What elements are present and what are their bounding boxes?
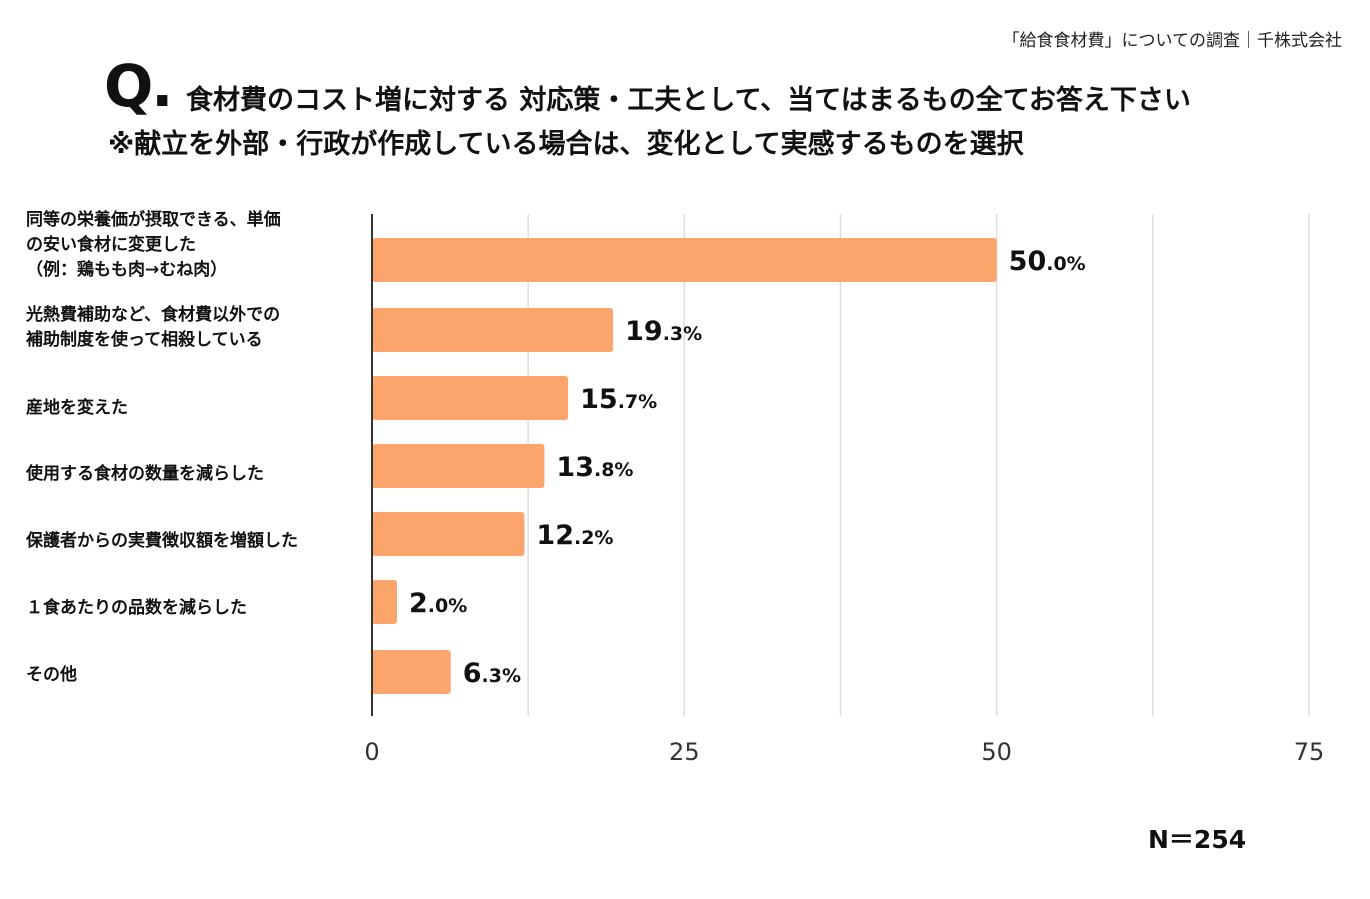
category-label: 光熱費補助など、食材費以外での 補助制度を使って相殺している bbox=[26, 305, 281, 350]
question-mark: Q. bbox=[104, 52, 173, 120]
data-label: 15.7% bbox=[580, 384, 657, 415]
bar bbox=[372, 238, 997, 282]
bar bbox=[372, 444, 545, 488]
category-label: 産地を変えた bbox=[26, 398, 128, 418]
data-label: 6.3% bbox=[463, 658, 521, 689]
bar bbox=[372, 376, 569, 420]
data-label: 50.0% bbox=[1009, 246, 1086, 277]
category-label: 同等の栄養価が摂取できる、単価 の安い食材に変更した （例：鶏もも肉→むね肉） bbox=[26, 210, 281, 280]
x-tick-label: 25 bbox=[669, 738, 700, 766]
bar bbox=[372, 308, 614, 352]
bar bbox=[372, 512, 525, 556]
data-label: 13.8% bbox=[556, 452, 633, 483]
data-label: 2.0% bbox=[409, 588, 467, 619]
source-credit: 「給食食材費」についての調査｜千株式会社 bbox=[1002, 31, 1343, 51]
category-label: 保護者からの実費徴収額を増額した bbox=[26, 531, 298, 551]
sample-size: N＝254 bbox=[1148, 825, 1247, 854]
x-tick-label: 75 bbox=[1294, 738, 1325, 766]
data-label: 12.2% bbox=[536, 520, 613, 551]
category-label: その他 bbox=[26, 665, 77, 685]
data-label: 19.3% bbox=[625, 316, 702, 347]
x-tick-label: 50 bbox=[981, 738, 1012, 766]
category-label: 使用する食材の数量を減らした bbox=[26, 464, 264, 484]
bar bbox=[372, 580, 397, 624]
question-title: 食材費のコスト増に対する 対応策・工夫として、当てはまるもの全てお答え下さい bbox=[186, 85, 1191, 116]
question-subtitle: ※献立を外部・行政が作成している場合は、変化として実感するものを選択 bbox=[108, 129, 1024, 160]
bar bbox=[372, 650, 451, 694]
category-label: １食あたりの品数を減らした bbox=[26, 598, 247, 618]
x-tick-label: 0 bbox=[364, 738, 379, 766]
